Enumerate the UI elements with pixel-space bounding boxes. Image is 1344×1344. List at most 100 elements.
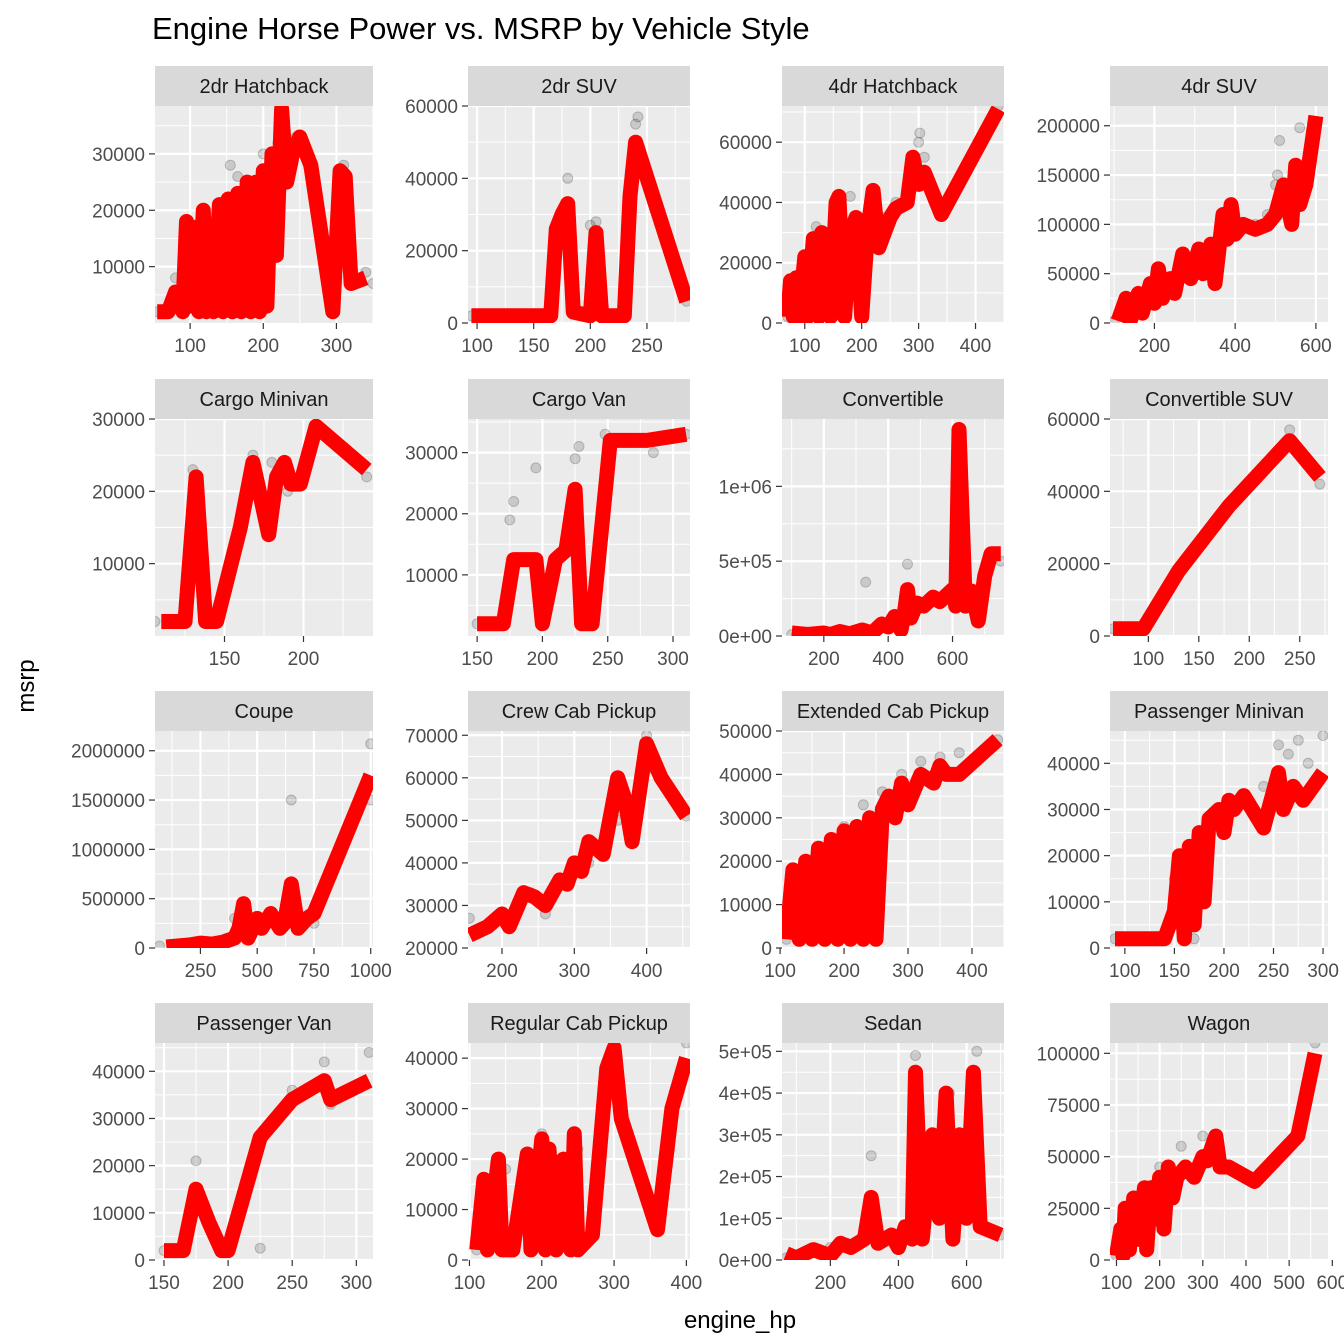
x-tick-label: 150 [461, 649, 493, 670]
facet-strip [1110, 1003, 1328, 1043]
x-tick-label: 200 [212, 1273, 244, 1294]
x-tick-label: 200 [288, 649, 320, 670]
series-line [157, 106, 369, 320]
plot-area [1110, 731, 1328, 947]
series-line [468, 736, 690, 942]
facet-strip [782, 66, 1004, 106]
facet-strip-label: Cargo Minivan [200, 389, 329, 411]
data-point [860, 576, 872, 588]
y-tick-label: 200000 [1037, 117, 1100, 138]
plot-area [471, 426, 690, 632]
data-point [1175, 1140, 1187, 1152]
x-tick-label: 400 [631, 961, 663, 982]
facet-strip-label: Coupe [235, 701, 294, 723]
plot-area [158, 1046, 373, 1259]
y-tick-label: 5e+05 [719, 552, 772, 573]
y-tick-label: 10000 [92, 1204, 145, 1225]
facet-strip [468, 691, 690, 731]
y-tick-label: 20000 [92, 1157, 145, 1178]
series-line [165, 772, 373, 948]
series-line [471, 134, 690, 323]
x-tick-label: 500 [241, 961, 273, 982]
y-tick-label: 20000 [1047, 555, 1100, 576]
x-tick-label: 300 [657, 649, 689, 670]
data-point [632, 111, 644, 123]
grid-lines [1110, 419, 1328, 636]
data-point [155, 616, 161, 627]
data-point [468, 912, 475, 924]
facet-cargo-van: Cargo Van 10000 20000 30000 150 200 250 300 [405, 379, 690, 670]
x-tick-label: 200 [526, 1273, 558, 1294]
y-tick-label: 0 [134, 1251, 145, 1272]
facet-wagon: Wagon 0 25000 50000 75000 100000 100 200 300 400 5… [1037, 1003, 1344, 1294]
series-line [161, 419, 372, 629]
y-tick-label: 50000 [719, 722, 772, 743]
series-line [783, 1064, 1004, 1260]
series-line [1110, 1051, 1323, 1260]
data-point [953, 747, 965, 759]
y-tick-label: 10000 [92, 555, 145, 576]
x-tick-label: 250 [185, 961, 217, 982]
plot-area [782, 106, 1004, 323]
y-tick-label: 1500000 [71, 791, 145, 812]
x-tick-label: 300 [1187, 1273, 1219, 1294]
data-point [865, 1150, 877, 1162]
plot-area [469, 1043, 690, 1258]
x-tick-label: 300 [598, 1273, 630, 1294]
series-line [164, 1073, 373, 1259]
x-tick-label: 500 [1273, 1273, 1305, 1294]
y-tick-label: 30000 [405, 1100, 458, 1121]
facet-convertible: Convertible 0e+00 5e+05 1e+06 200 400 600 [719, 379, 1004, 670]
data-point [285, 794, 297, 806]
x-tick-label: 100 [1133, 649, 1165, 670]
y-tick-label: 50000 [1047, 265, 1100, 286]
x-tick-label: 400 [883, 1273, 915, 1294]
facet-strip-label: 2dr Hatchback [200, 76, 330, 98]
y-tick-label: 100000 [1037, 1044, 1100, 1065]
y-tick-label: 1000000 [71, 840, 145, 861]
chart-title: Engine Horse Power vs. MSRP by Vehicle S… [152, 11, 810, 46]
x-tick-label: 200 [846, 336, 878, 357]
facet-strip-label: Passenger Minivan [1134, 701, 1304, 723]
x-tick-label: 150 [1159, 961, 1191, 982]
data-point [508, 496, 520, 507]
y-tick-label: 30000 [405, 444, 458, 465]
x-tick-label: 600 [951, 1273, 983, 1294]
data-point [1309, 1043, 1321, 1049]
facet-strip-label: 4dr SUV [1181, 76, 1257, 98]
x-tick-label: 200 [1144, 1273, 1176, 1294]
y-tick-label: 0 [1089, 627, 1100, 648]
data-point [363, 1046, 373, 1058]
data-point [971, 1045, 983, 1057]
x-tick-label: 100 [1101, 1273, 1133, 1294]
y-tick-label: 4e+05 [719, 1084, 772, 1105]
y-tick-label: 40000 [405, 169, 458, 190]
x-tick-label: 200 [814, 1273, 846, 1294]
x-tick-label: 100 [1109, 961, 1141, 982]
facet-passenger-minivan: Passenger Minivan 0 10000 20000 30000 40000 10… [1047, 691, 1339, 982]
x-tick-label: 200 [486, 961, 518, 982]
data-point [530, 462, 542, 474]
x-tick-label: 150 [209, 649, 241, 670]
x-tick-label: 100 [454, 1273, 486, 1294]
x-tick-label: 150 [148, 1273, 180, 1294]
data-point [1274, 135, 1286, 146]
y-tick-label: 25000 [1047, 1199, 1100, 1220]
plot-area [155, 106, 373, 320]
x-tick-label: 250 [1258, 961, 1290, 982]
x-tick-label: 100 [789, 336, 821, 357]
plot-area [468, 111, 690, 323]
x-axis-title: engine_hp [684, 1307, 796, 1334]
y-tick-label: 3e+05 [719, 1126, 772, 1147]
x-tick-label: 300 [340, 1273, 372, 1294]
plot-area [782, 734, 1004, 947]
x-tick-label: 300 [892, 961, 924, 982]
y-tick-label: 50000 [1047, 1148, 1100, 1169]
plot-area [155, 419, 373, 629]
plot-area [1110, 1043, 1323, 1260]
x-tick-label: 250 [631, 336, 663, 357]
facet-strip [468, 66, 690, 106]
data-point [1273, 739, 1284, 751]
x-tick-label: 200 [574, 336, 606, 357]
